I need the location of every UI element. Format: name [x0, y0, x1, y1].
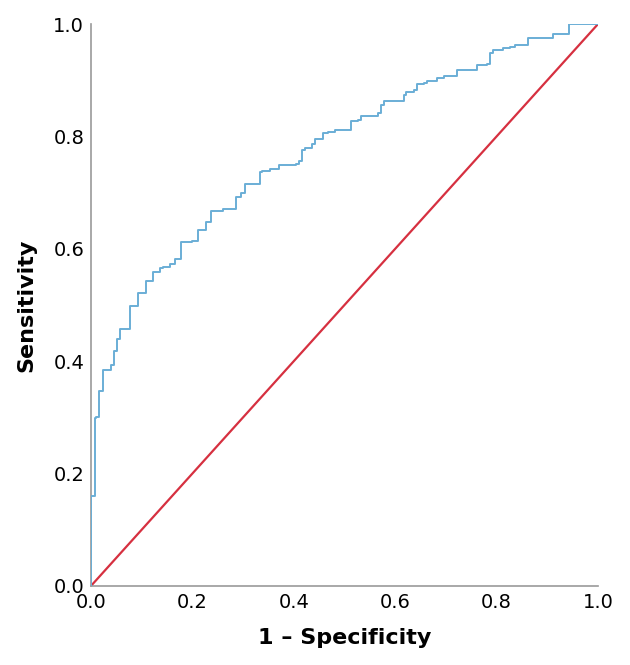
Y-axis label: Sensitivity: Sensitivity [16, 238, 37, 372]
X-axis label: 1 – Specificity: 1 – Specificity [258, 628, 431, 648]
